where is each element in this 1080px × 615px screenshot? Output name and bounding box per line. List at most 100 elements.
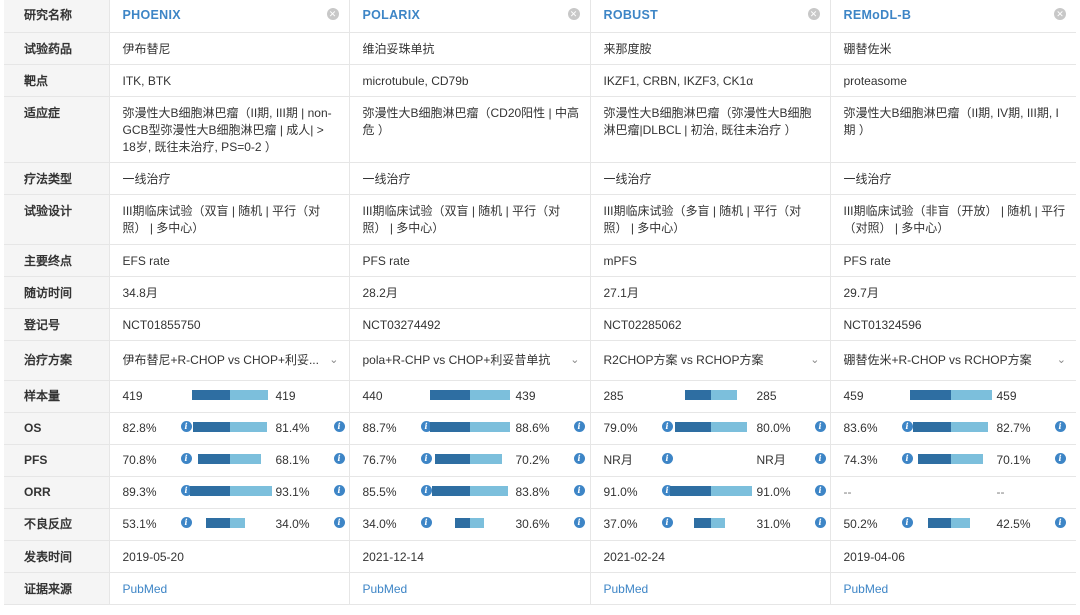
endpoint-value: mPFS (603, 253, 637, 268)
name-cell: ✕ REMoDL-B (830, 0, 1076, 33)
info-icon[interactable]: i (814, 517, 826, 528)
info-icon[interactable]: i (901, 453, 913, 464)
info-icon[interactable]: i (1054, 421, 1066, 432)
os-comparison: 79.0% i 80.0% i (603, 418, 826, 438)
regimen-value: 伊布替尼+R-CHOP vs CHOP+利妥... (122, 352, 319, 367)
info-icon[interactable]: i (814, 485, 826, 496)
os-value-b: 80.0% (756, 421, 791, 435)
ae-value-a: 53.1% (122, 517, 157, 531)
info-icon[interactable]: i (901, 517, 913, 528)
info-icon[interactable]: i (420, 453, 432, 464)
target-cell: proteasome (830, 64, 1076, 97)
chevron-down-icon[interactable]: ⌄ (810, 353, 820, 366)
info-icon[interactable]: i (573, 485, 585, 496)
followup-value: 27.1月 (603, 285, 639, 300)
info-icon[interactable]: i (180, 421, 192, 432)
chevron-down-icon[interactable]: ⌄ (570, 353, 580, 366)
orr-value-a: 85.5% (362, 485, 397, 499)
sample-value-b: 459 (996, 389, 1017, 403)
source-cell: PubMed (349, 572, 591, 605)
ae-value-a: 50.2% (843, 517, 878, 531)
bar-b (950, 454, 983, 464)
name-cell: ✕ ROBUST (590, 0, 831, 33)
source-link[interactable]: PubMed (603, 581, 649, 596)
pubdate-cell: 2019-05-20 (109, 540, 350, 573)
reg-value: NCT03274492 (362, 317, 441, 332)
regimen-value: R2CHOP方案 vs RCHOP方案 (603, 352, 764, 367)
ae-comparison: 50.2% i 42.5% i (844, 514, 1067, 534)
row-label-reg: 登记号 (4, 308, 110, 341)
close-icon[interactable]: ✕ (1054, 8, 1066, 21)
close-icon[interactable]: ✕ (567, 8, 580, 21)
regimen-select[interactable]: pola+R-CHP vs CHOP+利妥昔单抗 ⌄ (349, 340, 591, 381)
info-icon[interactable]: i (661, 421, 673, 432)
drug-cell: 维泊妥珠单抗 (349, 32, 591, 65)
info-icon[interactable]: i (901, 421, 913, 432)
regimen-select[interactable]: R2CHOP方案 vs RCHOP方案 ⌄ (590, 340, 831, 381)
info-icon[interactable]: i (180, 485, 192, 496)
info-icon[interactable]: i (661, 453, 673, 464)
info-icon[interactable]: i (573, 421, 585, 432)
close-icon[interactable]: ✕ (326, 8, 339, 21)
bar-a (693, 518, 711, 528)
info-icon[interactable]: i (573, 453, 585, 464)
os-value-a: 79.0% (603, 421, 638, 435)
pfs-value-a: 76.7% (362, 453, 397, 467)
design-cell: III期临床试验（双盲 | 随机 | 平行（对照） | 多中心） (349, 194, 591, 245)
bar-b (710, 390, 737, 400)
info-icon[interactable]: i (420, 485, 432, 496)
orr-comparison: -- -- (844, 482, 1067, 502)
info-icon[interactable]: i (573, 517, 585, 528)
source-cell: PubMed (830, 572, 1076, 605)
info-icon[interactable]: i (661, 485, 673, 496)
info-icon[interactable]: i (333, 453, 345, 464)
orr-value-a: -- (843, 485, 852, 499)
orr-cell: 91.0% i 91.0% i (590, 476, 831, 509)
design-value: III期临床试验（双盲 | 随机 | 平行（对照） | 多中心） (362, 203, 561, 235)
os-value-b: 81.4% (275, 421, 310, 435)
bar-a (674, 422, 711, 432)
row-label-indication: 适应症 (4, 96, 110, 163)
info-icon[interactable]: i (1054, 517, 1066, 528)
bar-b (469, 486, 508, 496)
close-icon[interactable]: ✕ (807, 8, 820, 21)
info-icon[interactable]: i (814, 421, 826, 432)
os-comparison: 82.8% i 81.4% i (123, 418, 345, 438)
info-icon[interactable]: i (333, 485, 345, 496)
info-icon[interactable]: i (333, 421, 345, 432)
row-orr: ORR 89.3% i 93.1% i 85.5% i 83.8% i 91.0% i 91.0% i -… (4, 476, 1076, 509)
study-name: REMoDL-B (843, 8, 912, 23)
info-icon[interactable]: i (661, 517, 673, 528)
study-name: ROBUST (603, 8, 659, 23)
bar-b (710, 518, 725, 528)
source-link[interactable]: PubMed (122, 581, 168, 596)
chevron-down-icon[interactable]: ⌄ (1056, 353, 1066, 366)
regimen-select[interactable]: 硼替佐米+R-CHOP vs RCHOP方案 ⌄ (830, 340, 1076, 381)
pubdate-value: 2021-02-24 (603, 549, 665, 564)
bar-b (229, 518, 245, 528)
regimen-select[interactable]: 伊布替尼+R-CHOP vs CHOP+利妥... ⌄ (109, 340, 350, 381)
row-target: 靶点 ITK, BTK microtubule, CD79b IKZF1, CRBN,… (4, 64, 1076, 97)
info-icon[interactable]: i (180, 517, 192, 528)
source-link[interactable]: PubMed (843, 581, 889, 596)
source-link[interactable]: PubMed (362, 581, 408, 596)
info-icon[interactable]: i (180, 453, 192, 464)
orr-cell: 89.3% i 93.1% i (109, 476, 350, 509)
info-icon[interactable]: i (1054, 453, 1066, 464)
info-icon[interactable]: i (814, 453, 826, 464)
sample-cell: 440 439 (349, 380, 591, 413)
target-value: ITK, BTK (122, 73, 172, 88)
reg-cell: NCT03274492 (349, 308, 591, 341)
row-regimen: 治疗方案 伊布替尼+R-CHOP vs CHOP+利妥... ⌄ pola+R-CHP… (4, 340, 1076, 381)
info-icon[interactable]: i (333, 517, 345, 528)
therapy-value: 一线治疗 (362, 171, 411, 186)
row-sample: 样本量 419 419 440 439 285 285 459 459 (4, 380, 1076, 413)
bar-a (669, 486, 711, 496)
info-icon[interactable]: i (420, 421, 432, 432)
bar-a (909, 390, 951, 400)
chevron-down-icon[interactable]: ⌄ (329, 353, 339, 366)
info-icon[interactable]: i (420, 517, 432, 528)
bar-a (189, 486, 230, 496)
target-value: proteasome (843, 73, 907, 88)
sample-comparison: 459 459 (844, 386, 1067, 406)
